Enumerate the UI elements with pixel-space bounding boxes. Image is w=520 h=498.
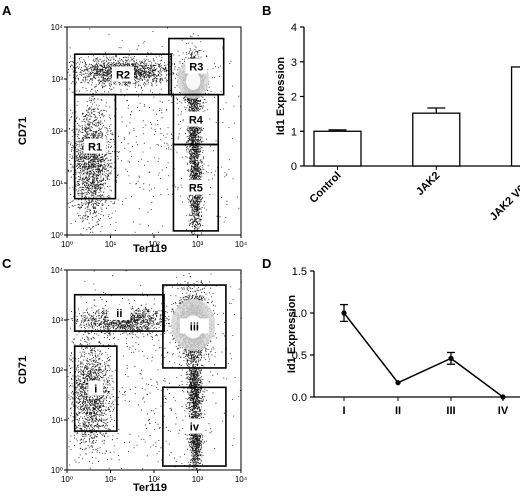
panel-c-gate-label-bg-0 [88, 380, 104, 396]
panel-c-gate-label-bg-2 [179, 318, 209, 334]
panel-a-gate-label-bg-2 [185, 58, 208, 74]
panel-c-gate-label-bg-3 [183, 418, 206, 434]
panel-c-x-ticks: 10⁰ 10¹ 10² 10³ 10⁴ [61, 470, 248, 484]
panel-d-series [340, 303, 506, 400]
panel-b-y-ticks: 0 1 2 3 4 [291, 22, 304, 173]
panel-a-gates: R1 R2 R3 R4 R5 [73, 37, 225, 232]
panel-c-y-tick-1: 10¹ [51, 416, 63, 425]
panel-d-y-ticks: 0.0 0.5 1.0 1.5 [292, 266, 314, 404]
panel-d-y-tick-0: 0.0 [292, 392, 307, 404]
panel-d-x-tick-1: II [395, 405, 401, 417]
panel-b-y-tick-4: 4 [291, 22, 297, 34]
panel-c-gate-label-3: iv [190, 422, 200, 434]
panel-a-y-tick-2: 10² [51, 127, 63, 136]
panel-a-dense-center [185, 72, 201, 90]
panel-c-gate-1 [73, 293, 165, 332]
panel-c-gate-0 [73, 345, 118, 432]
panel-b-y-tick-3: 3 [291, 57, 297, 69]
panel-d-y-tick-3: 1.5 [292, 266, 307, 278]
panel-d-x-tick-2: III [446, 405, 455, 417]
panel-a-y-tick-0: 10⁰ [51, 231, 63, 240]
panel-b: B 0 1 2 3 4 Control JAK2 JAK2 V617F Id1 Expres… [262, 3, 520, 223]
panel-c-gate-label-bg-1 [108, 304, 131, 320]
panel-a-gate-label-3: R4 [189, 115, 204, 127]
panel-c-gate-label-2: iii [190, 321, 199, 333]
panel-a-y-tick-1: 10¹ [51, 179, 63, 188]
panel-a-gate-label-2: R3 [189, 62, 203, 74]
panel-c-y-tick-0: 10⁰ [51, 466, 63, 475]
panel-b-x-tick-1: JAK2 [414, 170, 442, 198]
panel-c-x-tick-2: 10² [148, 475, 160, 484]
panel-c-y-axis-label: CD71 [17, 356, 29, 384]
panel-b-bar-1 [412, 112, 461, 167]
panel-d-point-2 [448, 355, 454, 361]
panel-a-x-tick-2: 10² [148, 240, 160, 249]
panel-c-scatter [67, 270, 242, 471]
panel-a-x-axis-label: Ter119 [133, 243, 167, 255]
panel-a-gate-label-bg-3 [184, 111, 207, 127]
panel-c-y-ticks: 10⁰ 10¹ 10² 10³ 10⁴ [51, 266, 67, 475]
panel-d-x-tick-0: I [342, 405, 345, 417]
panel-c-events [67, 270, 242, 471]
panel-c-x-axis-label: Ter119 [133, 482, 167, 494]
panel-d-y-tick-1: 0.5 [292, 350, 307, 362]
panel-c-y-tick-3: 10³ [51, 316, 63, 325]
panel-a-y-tick-3: 10³ [51, 75, 63, 84]
panel-b-bar-0 [313, 130, 362, 167]
panel-d-x-ticks: I II III IV [342, 397, 509, 417]
panel-a-scatter [67, 27, 242, 236]
panel-a-letter: A [2, 3, 12, 18]
panel-a-gate-label-1: R2 [116, 69, 130, 81]
panel-a-x-tick-1: 10¹ [105, 240, 117, 249]
panel-b-x-tick-0: Control [307, 170, 343, 206]
panel-b-x-ticks: Control JAK2 JAK2 V617F [307, 166, 520, 223]
panel-a-events [67, 27, 242, 236]
panel-a-gate-label-0: R1 [88, 142, 102, 154]
panel-b-y-tick-0: 0 [291, 161, 297, 173]
panel-c-y-tick-4: 10⁴ [51, 266, 64, 275]
panel-c-y-tick-2: 10² [51, 366, 63, 375]
panel-c-x-tick-1: 10¹ [105, 475, 117, 484]
panel-a-gate-label-4: R5 [189, 183, 203, 195]
panel-a-y-tick-4: 10⁴ [51, 23, 64, 32]
panel-b-y-tick-1: 1 [291, 126, 297, 138]
panel-c-gate-label-1: ii [116, 308, 122, 320]
panel-a-y-ticks: 10⁰ 10¹ 10² 10³ 10⁴ [51, 23, 67, 240]
panel-a-gate-4 [172, 143, 220, 232]
panel-a-gate-label-bg-4 [184, 179, 207, 195]
panel-d: D 0.00.51.01.5 I II III IV Id1 Expression [262, 256, 520, 417]
panel-d-letter: D [262, 256, 271, 271]
panel-a-x-tick-4: 10⁴ [235, 240, 248, 249]
panel-d-y-tick-2: 1.0 [292, 308, 307, 320]
panel-d-y-axis-label: Id1 Expression [286, 295, 298, 374]
panel-b-y-tick-2: 2 [291, 92, 297, 104]
panel-c-x-tick-0: 10⁰ [61, 475, 73, 484]
panel-b-bars [313, 66, 520, 167]
panel-b-y-axis-label: Id1 Expression [275, 57, 287, 136]
panel-b-x-tick-2: JAK2 V617F [488, 169, 520, 223]
panel-c-gate-2 [162, 284, 227, 369]
panel-c-x-tick-4: 10⁴ [235, 475, 248, 484]
panel-b-bar-2 [510, 66, 520, 167]
panel-d-x-tick-3: IV [498, 405, 509, 417]
panel-b-letter: B [262, 3, 271, 18]
panel-a-y-axis-label: CD71 [17, 117, 29, 145]
panel-d-point-0 [341, 310, 347, 316]
panel-c-gate-3 [162, 386, 227, 467]
panel-d-point-1 [395, 380, 401, 386]
panel-d-line [343, 312, 504, 398]
panel-c-x-tick-3: 10³ [192, 475, 204, 484]
panel-a-gate-label-bg-1 [111, 66, 134, 82]
panel-a-x-tick-0: 10⁰ [61, 240, 73, 249]
panel-a-gate-1 [73, 53, 173, 96]
panel-a-gate-label-bg-0 [84, 138, 107, 154]
panel-c-gate-label-0: i [94, 384, 97, 396]
panel-a-x-tick-3: 10³ [192, 240, 204, 249]
panel-c-letter: C [2, 256, 12, 271]
